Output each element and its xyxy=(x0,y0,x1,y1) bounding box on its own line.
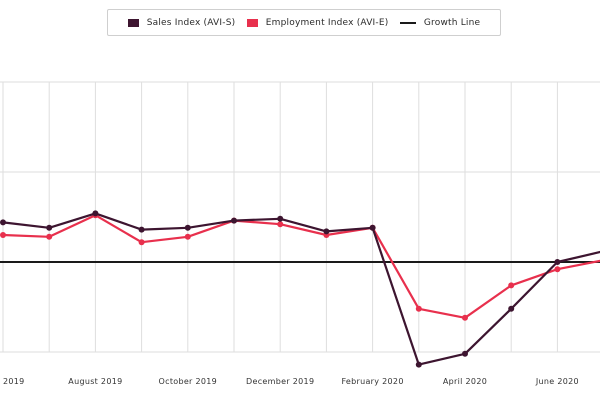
legend-label-growth: Growth Line xyxy=(423,17,481,28)
data-point-employment xyxy=(277,221,284,228)
series-line-sales xyxy=(2,212,600,366)
data-point-employment xyxy=(415,305,422,312)
data-point-sales xyxy=(231,217,237,224)
legend-item-growth[interactable]: Growth Line xyxy=(399,17,481,28)
x-tick-label: December 2019 xyxy=(246,377,314,386)
data-point-sales xyxy=(138,226,145,233)
data-point-employment xyxy=(138,239,145,246)
x-tick-label: June 2019 xyxy=(0,377,25,386)
data-point-employment xyxy=(46,233,53,240)
legend-label-sales: Sales Index (AVI-S) xyxy=(146,17,236,28)
data-point-sales xyxy=(0,219,6,226)
x-tick-label: June 2020 xyxy=(535,377,579,386)
data-point-employment xyxy=(0,232,6,238)
data-point-sales xyxy=(554,259,561,265)
data-point-employment xyxy=(554,266,561,273)
legend-item-employment[interactable]: Employment Index (AVI-E) xyxy=(246,17,389,28)
data-point-sales xyxy=(508,305,515,312)
series-layer xyxy=(0,210,600,368)
series-line-employment xyxy=(2,214,600,319)
data-point-sales xyxy=(323,228,330,235)
data-point-employment xyxy=(508,282,515,289)
data-point-sales xyxy=(369,224,376,231)
data-point-sales xyxy=(415,361,422,368)
data-point-sales xyxy=(46,224,53,231)
data-point-employment xyxy=(184,233,191,240)
grid xyxy=(0,81,600,353)
data-point-sales xyxy=(184,224,191,231)
data-point-employment xyxy=(462,314,468,321)
legend-label-employment: Employment Index (AVI-E) xyxy=(265,17,389,28)
data-point-sales xyxy=(92,210,99,217)
x-tick-label: August 2019 xyxy=(68,377,122,386)
x-tick-label: February 2020 xyxy=(341,377,403,386)
x-tick-label: April 2020 xyxy=(443,377,487,386)
legend-swatch-growth xyxy=(399,21,416,24)
legend: Sales Index (AVI-S) Employment Index (AV… xyxy=(107,9,501,36)
x-tick-label: October 2019 xyxy=(159,377,218,386)
x-axis-ticks: June 2019 August 2019 October 2019 December… xyxy=(0,377,579,386)
legend-swatch-sales xyxy=(127,18,139,27)
legend-swatch-employment xyxy=(246,18,258,27)
data-point-sales xyxy=(462,350,468,357)
data-point-sales xyxy=(277,215,284,222)
legend-item-sales[interactable]: Sales Index (AVI-S) xyxy=(127,17,236,28)
